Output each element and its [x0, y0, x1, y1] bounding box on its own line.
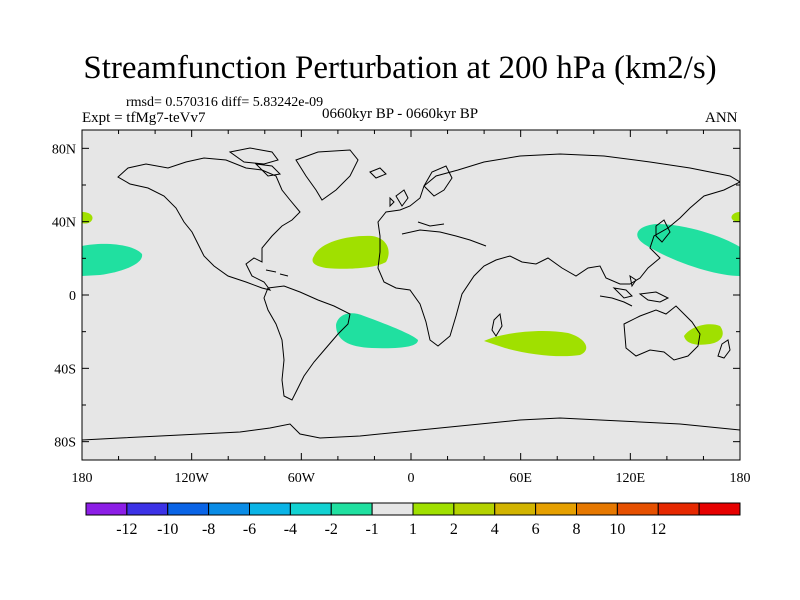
colorbar-swatch: [576, 502, 618, 516]
coastline-north-america: [117, 157, 301, 291]
x-tick-label: 120E: [616, 471, 646, 486]
colorbar-swatch: [330, 502, 373, 516]
y-tick-label: 80N: [52, 142, 76, 157]
colorbar-swatch: [371, 502, 414, 516]
colorbar-swatch: [698, 502, 741, 516]
period-label: 0660kyr BP - 0660kyr BP: [322, 106, 479, 122]
colorbar-label: -8: [202, 521, 215, 538]
y-tick-label: 40N: [52, 216, 76, 231]
colorbar-label: -6: [243, 521, 256, 538]
colorbar-swatch: [208, 502, 250, 516]
colorbar-swatch: [494, 502, 537, 516]
coastline-caribbean: [265, 269, 289, 277]
colorbar-label: -12: [116, 521, 137, 538]
x-tick-label: 60W: [288, 471, 316, 486]
coastline-greenland: [295, 149, 359, 201]
anomaly-region-north-pacific-east: [637, 224, 740, 276]
x-tick-label: 180: [72, 471, 93, 486]
colorbar-label: -4: [284, 521, 297, 538]
colorbar-swatch: [167, 502, 210, 516]
colorbar-label: 12: [650, 521, 666, 538]
experiment-label: Expt = tfMg7-teVv7: [82, 110, 206, 126]
coastline-arctic-islands: [228, 147, 282, 177]
map-title: Streamfunction Perturbation at 200 hPa (…: [83, 50, 717, 86]
colorbar-swatch: [657, 502, 700, 516]
y-tick-label: 0: [69, 289, 76, 304]
coastline-british-isles: [389, 189, 409, 208]
coastline-indonesia: [599, 274, 670, 307]
anomaly-region-south-atlantic: [336, 313, 418, 349]
colorbar-label: 1: [409, 521, 417, 538]
x-tick-label: 0: [408, 471, 415, 486]
colorbar-label: 6: [532, 521, 540, 538]
season-label: ANN: [705, 110, 738, 126]
coastline-antarctica: [82, 417, 740, 441]
axis-labels: 180 120W 60W 0 60E 120E 180 80N 40N 0 40S 80S: [52, 142, 751, 486]
anomaly-shading: [82, 212, 740, 357]
anomaly-region-north-atlantic: [312, 235, 389, 269]
colorbar-label: -2: [325, 521, 338, 538]
coastline-mediterranean: [401, 221, 487, 247]
y-tick-label: 40S: [54, 362, 76, 377]
y-tick-label: 80S: [54, 436, 76, 451]
colorbar-swatch: [85, 502, 128, 516]
anomaly-region-tasman-sea: [684, 324, 723, 345]
colorbar-swatch: [453, 502, 496, 516]
coastline-australia: [623, 305, 701, 361]
colorbar-swatch: [412, 502, 455, 516]
colorbar-swatch: [126, 502, 169, 516]
coastlines: [82, 147, 740, 441]
colorbar-label: 2: [450, 521, 458, 538]
colorbar-swatch: [535, 502, 577, 516]
colorbar-swatch: [249, 502, 291, 516]
colorbar-label: 4: [491, 521, 499, 538]
anomaly-region-pacific-east-edge: [731, 212, 740, 222]
anomaly-region-north-pacific-west: [82, 243, 143, 276]
coastline-new-zealand: [717, 339, 731, 359]
x-tick-label: 180: [730, 471, 751, 486]
colorbar-label: -10: [157, 521, 178, 538]
coastline-iceland: [369, 167, 387, 179]
anomaly-region-pacific-west-edge: [82, 212, 93, 224]
x-tick-label: 120W: [175, 471, 210, 486]
axis-ticks: [81, 130, 741, 460]
colorbar: -12 -10 -8 -6 -4 -2 -1 1 2 4 6 8 10 12: [85, 502, 741, 538]
coastline-south-america: [263, 285, 351, 401]
colorbar-label: 8: [573, 521, 581, 538]
stats-label: rmsd= 0.570316 diff= 5.83242e-09: [126, 95, 324, 110]
coastline-madagascar: [491, 312, 503, 337]
colorbar-label: 10: [609, 521, 625, 538]
colorbar-swatch: [289, 502, 332, 516]
colorbar-swatch: [616, 502, 659, 516]
colorbar-label: -1: [365, 521, 378, 538]
coastline-japan: [655, 219, 671, 243]
anomaly-region-indian-ocean: [484, 330, 587, 357]
x-tick-label: 60E: [509, 471, 532, 486]
coastline-scandinavia: [423, 165, 453, 197]
